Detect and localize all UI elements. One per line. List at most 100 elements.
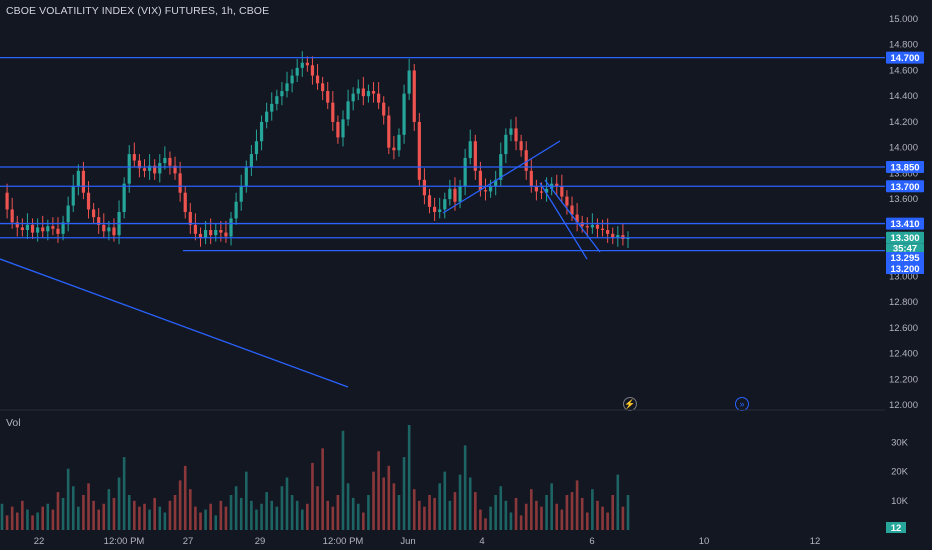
volume-bar bbox=[300, 509, 304, 530]
candle-body bbox=[585, 226, 589, 228]
candle-body bbox=[488, 186, 493, 192]
volume-bar bbox=[5, 515, 9, 530]
price-tick: 14.200 bbox=[889, 117, 918, 128]
volume-bar bbox=[153, 497, 156, 530]
level-badge: 13.850 bbox=[890, 162, 919, 173]
candle-body bbox=[163, 157, 167, 164]
volume-badge: 12 bbox=[891, 523, 902, 534]
countdown-bg bbox=[886, 243, 924, 254]
volume-bar bbox=[148, 509, 151, 530]
candle-body bbox=[468, 141, 472, 158]
level-badge: 13.700 bbox=[890, 182, 919, 193]
volume-bar bbox=[402, 457, 406, 530]
price-tick: 13.000 bbox=[889, 271, 918, 282]
price-badges: 14.700 13.850 13.700 13.410 13.30035:4713.29… bbox=[886, 51, 924, 534]
volume-bar bbox=[295, 500, 299, 530]
volume-bar bbox=[224, 506, 228, 530]
candle-body bbox=[371, 91, 376, 94]
volume-bar bbox=[316, 486, 319, 530]
candle-body bbox=[137, 160, 142, 169]
candle-body bbox=[209, 230, 213, 236]
volume-bar bbox=[606, 512, 609, 530]
time-tick: 22 bbox=[34, 536, 45, 547]
time-axis: 22 12:00 PM 27 29 12:00 PM Jun 4 6 10 12 bbox=[34, 536, 821, 547]
price-tick: 12.600 bbox=[889, 323, 918, 334]
candle-body bbox=[361, 88, 365, 97]
candle-body bbox=[102, 224, 106, 232]
candle-body bbox=[158, 163, 162, 174]
volume-bar bbox=[356, 503, 360, 530]
level-badge: 13.300 bbox=[890, 233, 919, 244]
volume-tick: 10K bbox=[891, 496, 909, 507]
volume-bar bbox=[474, 492, 477, 530]
candle-body bbox=[422, 179, 427, 196]
volume-bar bbox=[46, 503, 50, 530]
candle-body bbox=[555, 183, 559, 187]
candle-body bbox=[147, 165, 152, 171]
volume-bar bbox=[407, 425, 411, 530]
candle-body bbox=[76, 170, 80, 187]
candle-body bbox=[514, 128, 518, 142]
volume-bar bbox=[494, 495, 497, 530]
candle-body bbox=[570, 205, 574, 215]
volume-bar bbox=[489, 506, 492, 530]
volume-tick: 20K bbox=[891, 467, 909, 478]
candle-body bbox=[290, 75, 294, 84]
volume-bar bbox=[204, 509, 207, 530]
time-tick: 12 bbox=[810, 536, 821, 547]
volume-bar bbox=[601, 506, 604, 530]
volume-bar bbox=[519, 515, 523, 530]
trend-line bbox=[0, 258, 349, 388]
volume-bar bbox=[290, 495, 294, 530]
volume-bar bbox=[265, 492, 268, 530]
candle-body bbox=[509, 128, 513, 135]
candle-body bbox=[280, 91, 284, 97]
candle-body bbox=[575, 214, 579, 223]
candle-body bbox=[504, 134, 508, 155]
time-tick: 6 bbox=[589, 536, 594, 547]
volume-bar bbox=[555, 503, 559, 530]
trend-lines bbox=[0, 140, 601, 388]
candle-body bbox=[178, 173, 182, 193]
volume-bar bbox=[92, 500, 95, 530]
volume-bar bbox=[82, 495, 85, 530]
volume-bars bbox=[0, 425, 630, 530]
volume-bar bbox=[107, 489, 111, 530]
candle-body bbox=[443, 199, 447, 210]
candle-body bbox=[331, 102, 335, 122]
volume-bar bbox=[234, 486, 238, 530]
candle-body bbox=[321, 83, 325, 92]
candle-body bbox=[249, 154, 253, 167]
candle-body bbox=[66, 205, 70, 223]
volume-bar bbox=[183, 465, 187, 530]
volume-bar bbox=[382, 477, 386, 530]
price-tick: 14.600 bbox=[889, 65, 918, 76]
volume-bar bbox=[565, 495, 569, 530]
volume-bar bbox=[168, 500, 172, 530]
volume-bar bbox=[377, 451, 380, 530]
candle-body bbox=[168, 157, 172, 166]
candle-body bbox=[219, 230, 223, 233]
volume-bar bbox=[255, 509, 258, 530]
candle-body bbox=[51, 226, 55, 229]
volume-bar bbox=[143, 503, 146, 530]
candle-body bbox=[153, 165, 157, 174]
volume-bar bbox=[362, 512, 365, 530]
time-tick: 12:00 PM bbox=[104, 536, 145, 547]
level-badge: 14.700 bbox=[890, 53, 919, 64]
price-tick: 14.000 bbox=[889, 143, 918, 154]
volume-bar bbox=[621, 506, 625, 530]
candle-body bbox=[595, 224, 600, 229]
volume-bar bbox=[550, 483, 553, 530]
volume-bar bbox=[61, 497, 65, 530]
volume-bar bbox=[87, 483, 90, 530]
volume-bar bbox=[260, 503, 263, 530]
time-tick: 29 bbox=[255, 536, 266, 547]
level-badge: 13.410 bbox=[890, 219, 919, 230]
candle-body bbox=[382, 102, 386, 116]
volume-bar bbox=[306, 503, 309, 530]
candle-body bbox=[112, 227, 116, 236]
candle-body bbox=[244, 166, 248, 187]
volume-bar bbox=[479, 509, 482, 530]
